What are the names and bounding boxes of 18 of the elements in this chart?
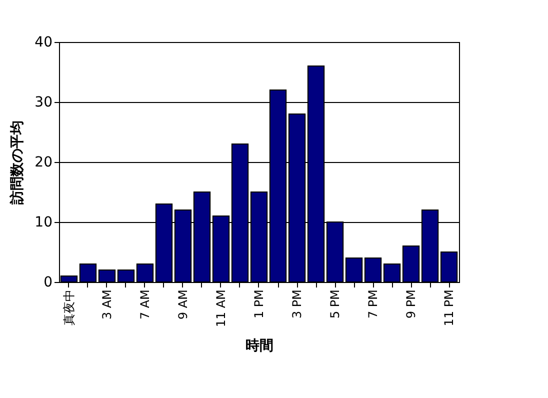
x-tick-label: 7 PM: [366, 290, 380, 319]
y-tick-label: 30: [34, 94, 52, 110]
x-tick-label: 11 AM: [214, 290, 228, 328]
y-tick-label: 40: [34, 34, 52, 50]
x-tick-label: 9 PM: [404, 290, 418, 319]
x-tick-label: 真夜中: [62, 290, 76, 326]
x-tick-label: 3 PM: [290, 290, 304, 319]
y-tick-label: 0: [44, 274, 52, 290]
y-axis-title: 訪問数の平均: [8, 120, 26, 206]
y-tick-label: 10: [34, 214, 52, 230]
x-tick-label: 7 AM: [138, 290, 152, 320]
x-tick-label: 5 PM: [328, 290, 342, 319]
x-tick-label: 3 AM: [100, 290, 114, 320]
y-tick-label: 20: [34, 154, 52, 170]
x-axis-title: 時間: [246, 338, 274, 354]
x-tick-label: 1 PM: [252, 290, 266, 319]
x-tick-label: 11 PM: [442, 290, 456, 326]
x-tick-label: 9 AM: [176, 290, 190, 320]
